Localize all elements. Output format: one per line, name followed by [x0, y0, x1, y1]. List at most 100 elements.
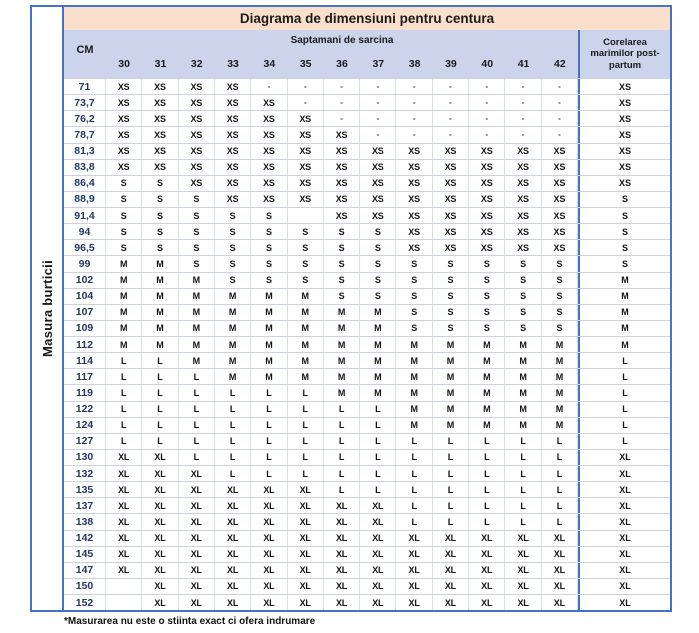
size-cell: S	[288, 256, 324, 272]
size-cell: XS	[215, 191, 252, 207]
size-cell: XL	[324, 514, 361, 530]
table-row: 138 XL XL XL XL XL XL XL XL L L L L L XL	[64, 513, 670, 530]
size-cell: S	[469, 304, 506, 320]
size-cell: XS	[179, 79, 215, 95]
table-row: 99 M M S S S S S S S S S S S S	[64, 255, 670, 272]
size-cell: XS	[469, 191, 506, 207]
postpartum-size-cell: M	[578, 337, 670, 353]
size-cell: -	[469, 79, 506, 95]
size-cell: XS	[142, 143, 179, 159]
size-cell: M	[542, 369, 578, 385]
size-cell: M	[179, 304, 215, 320]
size-cell: M	[142, 304, 179, 320]
size-cell: L	[251, 417, 288, 433]
size-cell: M	[142, 272, 179, 288]
cm-column-header: CM	[76, 44, 94, 56]
size-cell: XL	[106, 514, 143, 530]
size-cell: S	[251, 208, 288, 224]
size-cell: M	[396, 369, 433, 385]
size-cell: -	[360, 95, 397, 111]
cm-value: 104	[64, 288, 106, 304]
size-cell: XS	[179, 175, 215, 191]
size-cell: XS	[324, 127, 361, 143]
size-cell: XL	[142, 498, 179, 514]
size-cell: -	[288, 95, 324, 111]
size-cell: -	[360, 79, 397, 95]
size-cell: XS	[360, 191, 397, 207]
cm-value: 130	[64, 449, 106, 465]
size-cell: S	[179, 240, 215, 256]
size-cell: XL	[179, 562, 215, 578]
size-cell: S	[106, 208, 143, 224]
size-cell: M	[542, 417, 578, 433]
size-cell: XL	[288, 530, 324, 546]
size-cell: -	[324, 95, 361, 111]
size-cell: L	[396, 498, 433, 514]
size-cell: XL	[324, 562, 361, 578]
size-cell: L	[433, 482, 470, 498]
cm-value: 109	[64, 320, 106, 336]
size-cell: L	[396, 466, 433, 482]
size-cell: XL	[251, 514, 288, 530]
size-cell: M	[505, 417, 542, 433]
size-cell: XL	[360, 498, 397, 514]
cm-value: 91,4	[64, 208, 106, 224]
size-cell: L	[469, 433, 506, 449]
cm-value: 81,3	[64, 143, 106, 159]
size-cell: XL	[142, 482, 179, 498]
size-cell: XS	[106, 95, 143, 111]
table-row: 119 L L L L L L M M M M M M M L	[64, 384, 670, 401]
size-cell: XL	[542, 546, 578, 562]
size-cell: M	[142, 288, 179, 304]
week-header-41: 41	[517, 58, 530, 70]
size-cell: M	[324, 304, 361, 320]
size-cell: S	[396, 320, 433, 336]
size-cell: XL	[360, 514, 397, 530]
size-cell: L	[288, 417, 324, 433]
size-cell: XL	[142, 578, 179, 594]
weeks-group-label: Saptamani de sarcina	[290, 34, 394, 46]
size-cell: XL	[433, 562, 470, 578]
size-cell: XS	[179, 143, 215, 159]
size-cell: S	[324, 240, 361, 256]
size-cell: XL	[251, 562, 288, 578]
size-cell: M	[469, 369, 506, 385]
size-cell: XS	[360, 159, 397, 175]
size-cell: XS	[505, 143, 542, 159]
size-cell: XS	[360, 208, 397, 224]
size-cell: XS	[251, 127, 288, 143]
size-cell: XS	[469, 240, 506, 256]
size-cell: XL	[505, 578, 542, 594]
size-cell: XS	[505, 175, 542, 191]
table-row: 117 L L L M M M M M M M M M M L	[64, 368, 670, 385]
size-cell: XL	[396, 530, 433, 546]
size-cell: XL	[179, 482, 215, 498]
footnote: *Masurarea nu este o stiinta exact ci of…	[64, 616, 316, 627]
size-cell: XL	[251, 530, 288, 546]
size-cell: XS	[433, 208, 470, 224]
size-cell: M	[324, 320, 361, 336]
size-cell: L	[542, 498, 578, 514]
size-cell: M	[324, 385, 361, 401]
postpartum-size-cell: XL	[578, 562, 670, 578]
table-row: 127 L L L L L L L L L L L L L L	[64, 432, 670, 449]
cm-value: 76,2	[64, 111, 106, 127]
size-cell: L	[433, 433, 470, 449]
size-cell: XS	[324, 143, 361, 159]
size-cell: L	[215, 401, 252, 417]
size-cell: XL	[505, 562, 542, 578]
size-cell: L	[324, 466, 361, 482]
cm-value: 142	[64, 530, 106, 546]
size-cell: XL	[106, 498, 143, 514]
postpartum-size-cell: L	[578, 353, 670, 369]
size-cell: L	[360, 482, 397, 498]
size-cell: XS	[360, 143, 397, 159]
size-cell: XS	[215, 159, 252, 175]
size-cell: L	[542, 466, 578, 482]
size-cell: S	[324, 224, 361, 240]
size-cell: L	[396, 482, 433, 498]
size-cell: S	[215, 224, 252, 240]
size-cell: -	[469, 111, 506, 127]
size-cell: M	[106, 304, 143, 320]
size-cell: XL	[251, 595, 288, 611]
